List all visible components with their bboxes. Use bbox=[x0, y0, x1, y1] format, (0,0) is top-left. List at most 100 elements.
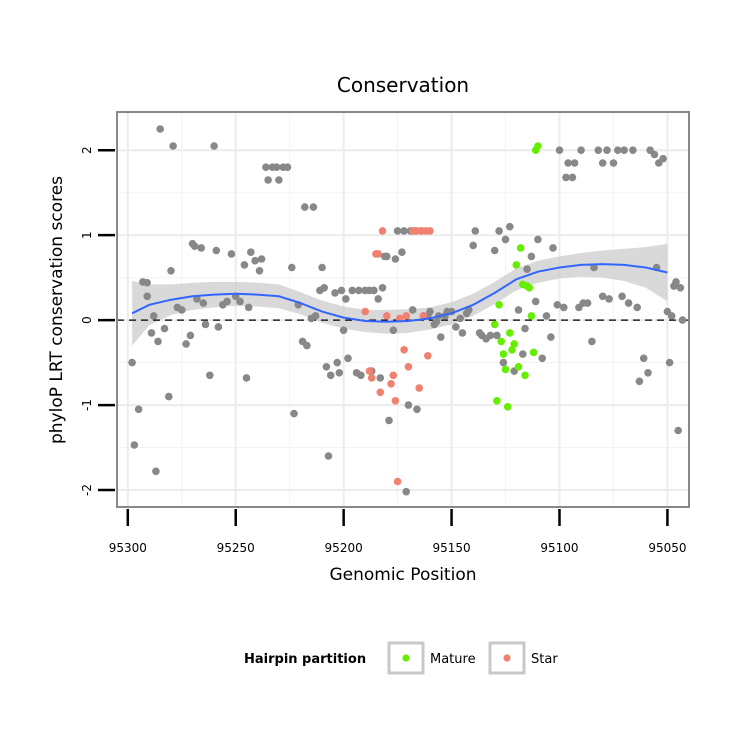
point-other bbox=[210, 142, 218, 150]
point-mature bbox=[503, 403, 512, 411]
point-other bbox=[201, 320, 210, 329]
point-other bbox=[400, 227, 408, 235]
point-other bbox=[650, 150, 659, 159]
point-other bbox=[495, 227, 503, 235]
point-other bbox=[152, 467, 160, 476]
point-other bbox=[301, 203, 309, 211]
point-other bbox=[130, 441, 139, 449]
point-star bbox=[365, 367, 374, 375]
point-other bbox=[206, 371, 214, 380]
point-other bbox=[165, 392, 173, 401]
point-other bbox=[385, 416, 393, 425]
point-other bbox=[404, 401, 413, 409]
point-other bbox=[391, 255, 400, 263]
point-mature bbox=[506, 329, 514, 337]
point-other bbox=[169, 142, 177, 150]
point-star bbox=[376, 388, 385, 397]
point-mature bbox=[527, 312, 536, 320]
point-mature bbox=[521, 371, 529, 380]
point-other bbox=[149, 312, 158, 320]
legend: Hairpin partition Mature Star bbox=[244, 641, 558, 675]
point-other bbox=[583, 299, 592, 307]
point-other bbox=[156, 125, 164, 133]
point-other bbox=[672, 278, 680, 286]
point-star bbox=[378, 227, 387, 235]
smooth-line-layer bbox=[131, 263, 668, 323]
point-other bbox=[339, 326, 348, 335]
point-other bbox=[456, 314, 465, 323]
point-other bbox=[186, 331, 195, 340]
point-other bbox=[635, 377, 644, 386]
point-other bbox=[236, 297, 244, 306]
point-other bbox=[629, 146, 637, 154]
point-other bbox=[659, 154, 667, 163]
point-other bbox=[344, 354, 352, 363]
point-other bbox=[469, 241, 478, 250]
point-other bbox=[143, 278, 151, 287]
point-star bbox=[387, 380, 395, 388]
point-other bbox=[624, 299, 633, 307]
point-other bbox=[633, 303, 641, 312]
point-star bbox=[383, 312, 391, 320]
point-star bbox=[391, 397, 400, 405]
point-star bbox=[367, 374, 376, 382]
point-other bbox=[570, 159, 579, 167]
point-other bbox=[212, 246, 221, 255]
point-other bbox=[283, 163, 292, 171]
point-other bbox=[514, 306, 523, 314]
point-star bbox=[426, 227, 434, 235]
point-other bbox=[288, 263, 296, 272]
point-other bbox=[678, 316, 687, 324]
point-other bbox=[178, 306, 186, 314]
x-tick-label: 95250 bbox=[217, 541, 255, 555]
point-other bbox=[614, 146, 622, 154]
point-other bbox=[374, 295, 383, 303]
point-other bbox=[199, 299, 208, 307]
point-other bbox=[521, 324, 529, 333]
point-other bbox=[437, 333, 445, 341]
x-tick-label: 95200 bbox=[325, 541, 363, 555]
point-other bbox=[303, 341, 311, 350]
point-star bbox=[404, 363, 413, 371]
point-other bbox=[665, 358, 674, 367]
point-other bbox=[506, 222, 514, 231]
point-other bbox=[240, 261, 249, 269]
point-other bbox=[331, 289, 339, 297]
point-other bbox=[154, 337, 162, 346]
legend-label-mature: Mature bbox=[430, 652, 476, 667]
point-other bbox=[242, 374, 251, 382]
x-tick-label: 95100 bbox=[540, 541, 578, 555]
y-tick-label: -2 bbox=[80, 484, 94, 496]
x-axis-label: Genomic Position bbox=[329, 565, 476, 585]
point-mature bbox=[510, 340, 518, 348]
legend-label-star: Star bbox=[531, 652, 558, 667]
point-other bbox=[378, 284, 387, 292]
point-other bbox=[676, 284, 685, 292]
point-star bbox=[374, 250, 383, 258]
point-other bbox=[499, 358, 508, 367]
point-other bbox=[147, 329, 156, 337]
point-other bbox=[251, 256, 259, 265]
point-other bbox=[523, 265, 531, 274]
point-other bbox=[609, 159, 618, 167]
point-other bbox=[167, 267, 175, 275]
y-axis: -2 -1 0 1 2 bbox=[80, 146, 115, 496]
point-star bbox=[389, 371, 398, 380]
point-other bbox=[326, 371, 335, 380]
y-tick-label: 2 bbox=[80, 146, 94, 154]
point-other bbox=[560, 303, 568, 312]
point-other bbox=[389, 326, 398, 335]
point-other bbox=[547, 333, 555, 341]
point-other bbox=[244, 303, 253, 312]
plot-border bbox=[116, 111, 690, 508]
point-other bbox=[398, 248, 406, 256]
y-axis-label: phyloP LRT conservation scores bbox=[47, 176, 67, 444]
point-other bbox=[577, 146, 585, 154]
point-star bbox=[393, 477, 402, 486]
point-other bbox=[227, 250, 236, 258]
point-other bbox=[598, 292, 607, 301]
point-other bbox=[247, 248, 255, 256]
point-mature bbox=[514, 363, 523, 371]
point-other bbox=[160, 324, 169, 333]
point-other bbox=[322, 363, 331, 371]
